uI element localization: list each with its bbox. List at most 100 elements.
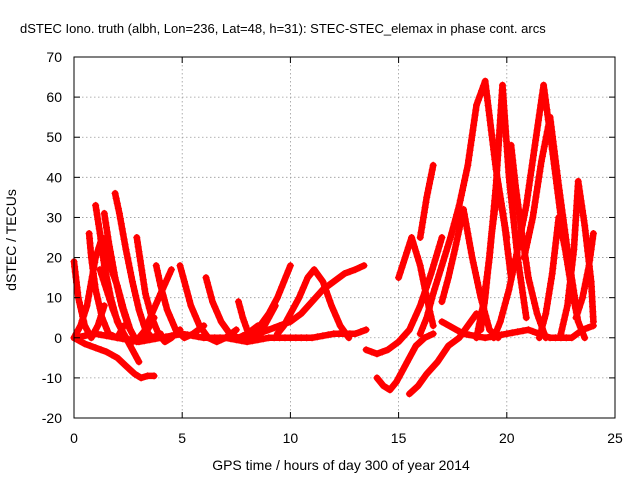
data-point xyxy=(529,151,537,159)
data-point xyxy=(579,326,587,334)
data-point xyxy=(533,310,541,318)
data-point xyxy=(426,175,434,183)
data-point xyxy=(417,266,425,274)
data-point xyxy=(89,270,97,278)
data-point xyxy=(527,166,535,174)
data-point xyxy=(423,294,431,302)
data-point xyxy=(162,333,170,341)
data-point xyxy=(395,274,403,282)
data-point xyxy=(560,316,568,324)
data-point xyxy=(351,266,359,274)
data-point xyxy=(517,279,525,287)
data-point xyxy=(460,210,468,218)
data-point xyxy=(203,278,211,286)
data-point xyxy=(517,220,525,228)
data-point xyxy=(526,279,534,287)
data-point xyxy=(528,161,536,169)
data-point xyxy=(92,286,100,294)
data-point xyxy=(282,318,290,326)
data-point xyxy=(537,162,545,170)
data-point xyxy=(554,176,562,184)
data-point xyxy=(130,337,138,345)
data-point xyxy=(542,133,550,141)
data-point xyxy=(436,354,444,362)
data-point xyxy=(99,251,107,259)
data-point xyxy=(76,322,84,330)
data-point xyxy=(558,206,566,214)
data-point xyxy=(83,326,91,334)
data-point xyxy=(417,378,425,386)
data-point xyxy=(152,300,160,308)
data-point xyxy=(106,243,114,251)
y-tick-label: 50 xyxy=(46,129,62,145)
data-point xyxy=(576,187,584,195)
data-point xyxy=(324,331,332,339)
data-point xyxy=(417,228,425,236)
data-point xyxy=(542,101,550,109)
data-point xyxy=(577,299,585,307)
data-point xyxy=(84,297,92,305)
data-point xyxy=(124,336,132,344)
data-point xyxy=(470,121,478,129)
data-point xyxy=(532,131,540,139)
data-point xyxy=(75,333,83,341)
data-point xyxy=(141,285,149,293)
data-point xyxy=(227,335,235,343)
data-point xyxy=(490,210,498,218)
data-point xyxy=(488,225,496,233)
data-point xyxy=(148,314,156,322)
data-point xyxy=(435,271,443,279)
data-point xyxy=(589,229,597,237)
data-point xyxy=(395,374,403,382)
data-point xyxy=(588,240,596,248)
data-point xyxy=(519,327,527,335)
data-point xyxy=(532,305,540,313)
y-tick-label: 30 xyxy=(46,209,62,225)
data-point xyxy=(111,274,119,282)
data-point xyxy=(96,304,104,312)
data-point xyxy=(467,141,475,149)
data-point xyxy=(116,215,124,223)
series-17 xyxy=(70,326,370,346)
data-point xyxy=(307,270,315,278)
series-21 xyxy=(416,77,511,338)
data-point xyxy=(584,324,592,332)
data-point xyxy=(154,295,162,303)
data-point xyxy=(523,264,531,272)
data-point xyxy=(420,280,428,288)
data-point xyxy=(426,366,434,374)
data-point xyxy=(163,306,171,314)
data-point xyxy=(236,303,244,311)
data-point xyxy=(134,301,142,309)
data-point xyxy=(133,354,141,362)
data-point xyxy=(496,318,504,326)
data-point xyxy=(534,121,542,129)
data-point xyxy=(81,332,89,340)
data-point xyxy=(409,238,417,246)
data-point xyxy=(494,181,502,189)
data-point xyxy=(137,262,145,270)
data-point xyxy=(484,321,492,329)
data-point xyxy=(468,254,476,262)
data-point xyxy=(535,116,543,124)
data-point xyxy=(536,167,544,175)
data-point xyxy=(113,316,121,324)
data-point xyxy=(557,223,565,231)
data-point xyxy=(189,307,197,315)
data-point xyxy=(488,229,496,237)
data-point xyxy=(104,291,112,299)
data-point xyxy=(477,326,485,334)
data-point xyxy=(555,213,563,221)
data-point xyxy=(71,268,79,276)
data-point xyxy=(92,201,100,209)
data-point xyxy=(438,262,446,270)
data-point xyxy=(115,292,123,300)
data-point xyxy=(81,340,89,348)
data-point xyxy=(183,287,191,295)
data-point xyxy=(479,310,487,318)
data-point xyxy=(575,182,583,190)
data-point xyxy=(215,313,223,321)
data-point xyxy=(557,196,565,204)
data-point xyxy=(436,266,444,274)
data-point xyxy=(435,243,443,251)
